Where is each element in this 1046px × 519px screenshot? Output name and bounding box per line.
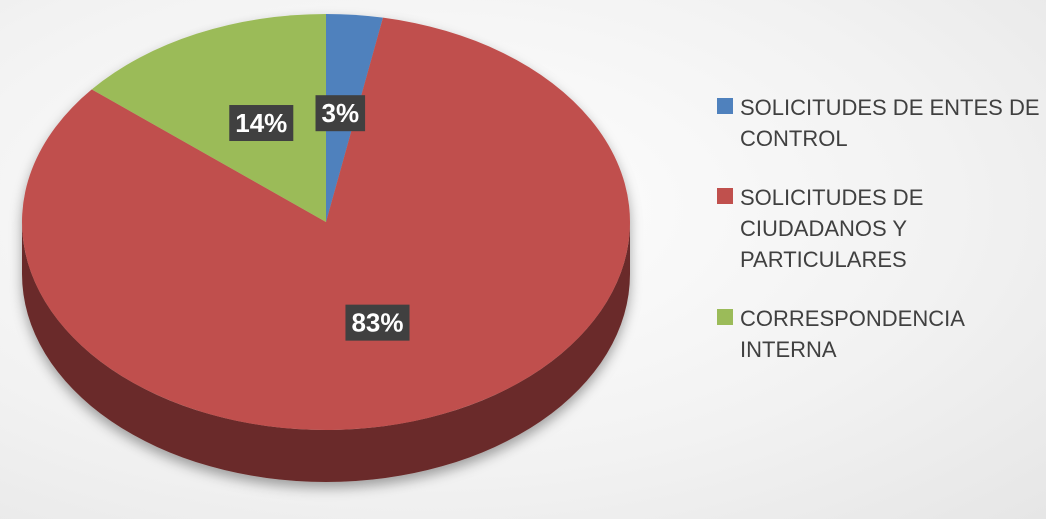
legend-item: SOLICITUDES DE CIUDADANOS Y PARTICULARES <box>717 182 1046 275</box>
data-label-box <box>315 95 366 132</box>
data-label: 3% <box>322 98 360 128</box>
data-label-box <box>229 105 294 142</box>
data-label-box <box>345 304 410 341</box>
slice <box>91 14 326 222</box>
legend-label: SOLICITUDES DE CIUDADANOS Y PARTICULARES <box>740 185 924 272</box>
legend-item: CORRESPONDENCIA INTERNA <box>717 303 1046 365</box>
legend-swatch <box>717 188 733 204</box>
legend-swatch <box>717 98 733 114</box>
legend-item: SOLICITUDES DE ENTES DE CONTROL <box>717 92 1046 154</box>
pie-group <box>21 14 631 482</box>
slice <box>21 17 631 430</box>
legend-swatch <box>717 309 733 325</box>
slice-side <box>22 222 630 482</box>
data-label: 14% <box>235 108 287 138</box>
legend-label: CORRESPONDENCIA INTERNA <box>740 306 964 362</box>
legend-label: SOLICITUDES DE ENTES DE CONTROL <box>740 95 1040 151</box>
data-label: 83% <box>351 308 403 338</box>
legend: SOLICITUDES DE ENTES DE CONTROL SOLICITUD… <box>717 92 1046 393</box>
pie-area: 3% 83% 14% <box>21 14 631 482</box>
